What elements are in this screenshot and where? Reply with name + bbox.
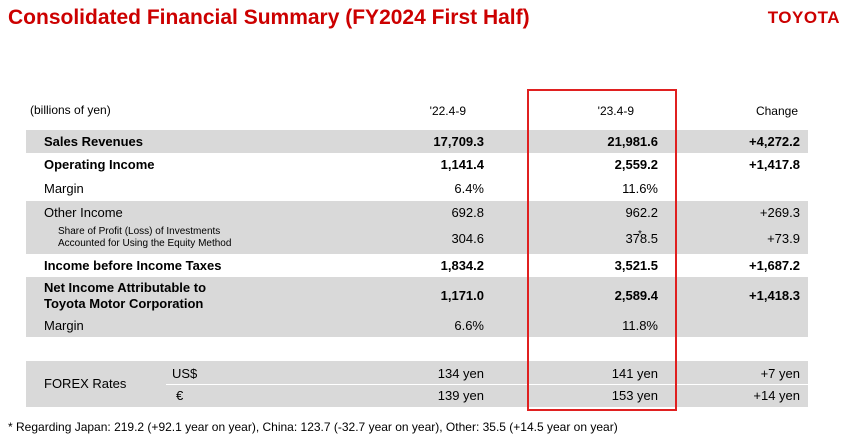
value-current: 3,521.5 — [614, 258, 658, 273]
usd-current: 141 yen — [611, 366, 658, 381]
row-label: Operating Income — [44, 157, 155, 172]
toyota-logo: TOYOTA — [767, 8, 840, 27]
eur-current: 153 yen — [611, 388, 658, 403]
value-change: +1,418.3 — [749, 288, 800, 303]
value-current: 378.5 — [625, 231, 658, 246]
value-prior: 692.8 — [451, 205, 484, 220]
column-header-prior: '22.4-9 — [429, 104, 466, 118]
column-header-current: '23.4-9 — [597, 104, 634, 118]
value-prior: 304.6 — [451, 231, 484, 246]
row-label: Sales Revenues — [44, 134, 144, 149]
forex-divider — [166, 384, 808, 385]
row-label-line2: Accounted for Using the Equity Method — [58, 238, 232, 249]
value-prior: 6.6% — [454, 318, 484, 333]
table-row-sales-revenues: Sales Revenues 17,709.3 21,981.6 +4,272.… — [26, 130, 808, 153]
value-prior: 6.4% — [454, 181, 484, 196]
footnote: * Regarding Japan: 219.2 (+92.1 year on … — [8, 420, 618, 434]
value-prior: 1,171.0 — [440, 288, 484, 303]
value-change: +269.3 — [759, 205, 800, 220]
value-current: 21,981.6 — [607, 134, 658, 149]
value-change: +4,272.2 — [749, 134, 800, 149]
usd-prior: 134 yen — [437, 366, 484, 381]
table-row-operating-margin: Margin 6.4% 11.6% — [26, 177, 808, 200]
table-row-operating-income: Operating Income 1,141.4 2,559.2 +1,417.… — [26, 153, 808, 177]
footnote-marker: * — [638, 229, 642, 240]
row-label-line2: Toyota Motor Corporation — [44, 296, 204, 311]
table-row-net-margin: Margin 6.6% 11.8% — [26, 315, 808, 337]
unit-label: (billions of yen) — [30, 103, 111, 117]
page-title: Consolidated Financial Summary (FY2024 F… — [8, 6, 530, 29]
column-header-change: Change — [755, 104, 798, 118]
value-change: +1,417.8 — [749, 157, 800, 172]
eur-change: +14 yen — [753, 388, 800, 403]
table-row-other-income: Other Income 692.8 962.2 +269.3 — [26, 201, 808, 223]
table-row-net-income: Net Income Attributable to Toyota Motor … — [26, 277, 808, 315]
row-label-line1: Share of Profit (Loss) of Investments — [58, 226, 221, 237]
row-label-line1: Net Income Attributable to — [44, 280, 207, 295]
value-prior: 1,834.2 — [440, 258, 484, 273]
value-prior: 17,709.3 — [433, 134, 484, 149]
row-label: Income before Income Taxes — [44, 258, 222, 273]
forex-label: FOREX Rates — [44, 376, 127, 391]
value-current: 2,589.4 — [614, 288, 658, 303]
value-current: 2,559.2 — [614, 157, 658, 172]
table-row-income-before-taxes: Income before Income Taxes 1,834.2 3,521… — [26, 255, 808, 277]
row-label: Margin — [44, 181, 84, 196]
eur-prior: 139 yen — [437, 388, 484, 403]
forex-rates-block: FOREX Rates US$ 134 yen 141 yen +7 yen €… — [26, 361, 808, 407]
value-change: +73.9 — [767, 231, 800, 246]
usd-change: +7 yen — [760, 366, 800, 381]
value-change: +1,687.2 — [749, 258, 800, 273]
currency-usd: US$ — [172, 366, 198, 381]
value-prior: 1,141.4 — [440, 157, 484, 172]
value-current: 11.8% — [622, 318, 658, 333]
row-label: Other Income — [44, 205, 123, 220]
value-current: 962.2 — [625, 205, 658, 220]
value-current: 11.6% — [622, 181, 658, 196]
row-label: Margin — [44, 318, 84, 333]
currency-eur: € — [176, 388, 184, 403]
table-row-equity-method-profit: Share of Profit (Loss) of Investments Ac… — [26, 223, 808, 254]
